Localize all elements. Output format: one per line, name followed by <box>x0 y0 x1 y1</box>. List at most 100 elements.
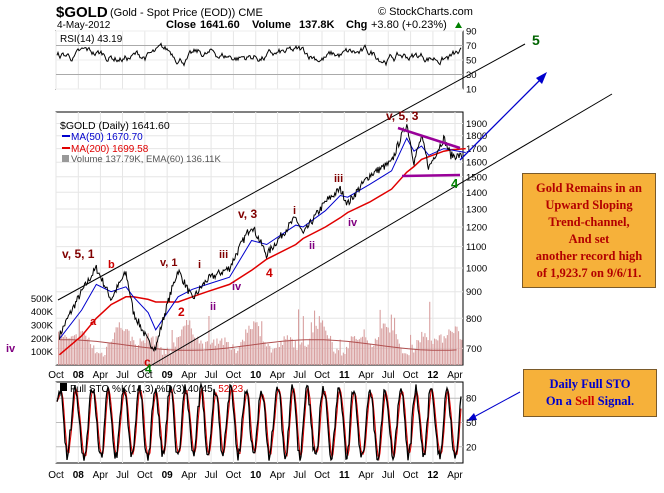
wave-label: iv <box>348 217 358 229</box>
rsi-legend: RSI(14) 43.19 <box>60 34 123 45</box>
volume-bar <box>427 340 429 365</box>
wave-label: iii <box>334 173 343 185</box>
x-axis-label: 12 <box>427 470 439 481</box>
volume-value: 137.8K <box>299 19 335 31</box>
volume-bar <box>61 331 63 365</box>
volume-bar <box>126 329 128 365</box>
volume-bar <box>296 349 298 365</box>
volume-bar <box>230 349 232 365</box>
wave-label: iv <box>232 281 242 293</box>
volume-bar <box>234 349 236 365</box>
volume-bar <box>448 329 450 365</box>
sto-arrow-head-icon <box>467 413 477 421</box>
volume-bar <box>86 339 88 365</box>
volume-bar <box>376 339 378 365</box>
volume-bar <box>243 341 245 365</box>
gold-note-line-3: Trend-channel, <box>548 215 630 229</box>
wave-label: ii <box>210 301 216 313</box>
ma50-legend: MA(50) 1670.70 <box>71 132 143 143</box>
volume-bar <box>346 346 348 365</box>
volume-bar <box>90 344 92 365</box>
volume-bar <box>240 342 242 365</box>
volume-bar <box>344 354 346 365</box>
volume-bars <box>58 301 463 365</box>
ma200-legend: MA(200) 1699.58 <box>71 144 149 155</box>
volume-bar <box>451 331 453 365</box>
x-axis-label: Jul <box>116 470 129 481</box>
volume-bar <box>91 348 93 365</box>
volume-bar <box>371 347 373 365</box>
wave-label: 4 <box>266 266 273 280</box>
volume-bar <box>238 347 240 365</box>
sto-k-line <box>56 381 462 462</box>
volume-bar <box>274 348 276 365</box>
volume-bar <box>357 340 359 365</box>
volume-bar <box>261 321 263 365</box>
volume-bar <box>214 345 216 365</box>
volume-bar <box>434 338 436 365</box>
rsi-line <box>56 42 462 67</box>
volume-bar <box>411 344 413 365</box>
volume-bar <box>366 340 368 365</box>
volume-bar <box>187 324 189 365</box>
volume-bar <box>118 322 120 365</box>
volume-bar <box>339 339 341 365</box>
volume-bar <box>259 336 261 365</box>
volume-bar <box>315 325 317 365</box>
triangle-upper-line <box>397 126 461 150</box>
volume-bar <box>424 333 426 365</box>
volume-bar <box>195 339 197 365</box>
volume-bar <box>170 353 172 365</box>
volume-bar <box>80 331 82 365</box>
sto-tick-label: 80 <box>466 394 477 405</box>
volume-bar <box>277 343 279 365</box>
volume-bar <box>267 343 269 365</box>
volume-bar <box>323 326 325 365</box>
volume-bar <box>373 345 375 365</box>
volume-bar <box>312 332 314 365</box>
volume-bar <box>291 338 293 365</box>
volume-bar <box>176 337 178 365</box>
x-axis-label: 11 <box>339 370 350 381</box>
volume-bar <box>314 310 316 365</box>
volume-bar <box>88 337 90 365</box>
volume-bar <box>114 332 116 365</box>
volume-bar <box>157 341 159 365</box>
volume-bar <box>245 329 247 365</box>
volume-bar <box>69 338 71 365</box>
volume-bar <box>370 344 372 365</box>
volume-tick-label: 200K <box>31 334 54 345</box>
volume-bar <box>216 338 218 365</box>
volume-bar <box>266 346 268 365</box>
volume-bar <box>317 328 319 365</box>
volume-bar <box>403 353 405 365</box>
volume-bar <box>336 348 338 365</box>
volume-bar <box>237 350 239 365</box>
x-axis-label: Oct <box>314 370 330 381</box>
volume-bar <box>408 355 410 365</box>
volume-bar <box>227 342 229 365</box>
x-axis-label: Apr <box>358 470 374 481</box>
volume-bar <box>309 338 311 365</box>
volume-bar <box>328 338 330 365</box>
volume-bar <box>294 340 296 365</box>
price-line <box>58 124 463 352</box>
wave-label: 2 <box>178 305 185 319</box>
volume-bar <box>355 338 357 365</box>
volume-bar <box>459 339 461 365</box>
volume-bar <box>264 342 266 365</box>
volume-bar <box>66 336 68 365</box>
volume-bar <box>125 329 127 365</box>
volume-bar <box>286 335 288 365</box>
sto-note-line-2: On a Sell Signal. <box>545 394 635 408</box>
volume-bar <box>320 322 322 365</box>
volume-bar <box>461 339 463 365</box>
volume-bar <box>182 326 184 365</box>
volume-bar <box>358 339 360 365</box>
volume-bar <box>435 339 437 365</box>
volume-bar <box>326 335 328 365</box>
gold-note-line-6: of 1,923.7 on 9/6/11. <box>536 266 642 280</box>
volume-ema-line <box>59 339 457 351</box>
price-tick-label: 1600 <box>466 158 487 169</box>
